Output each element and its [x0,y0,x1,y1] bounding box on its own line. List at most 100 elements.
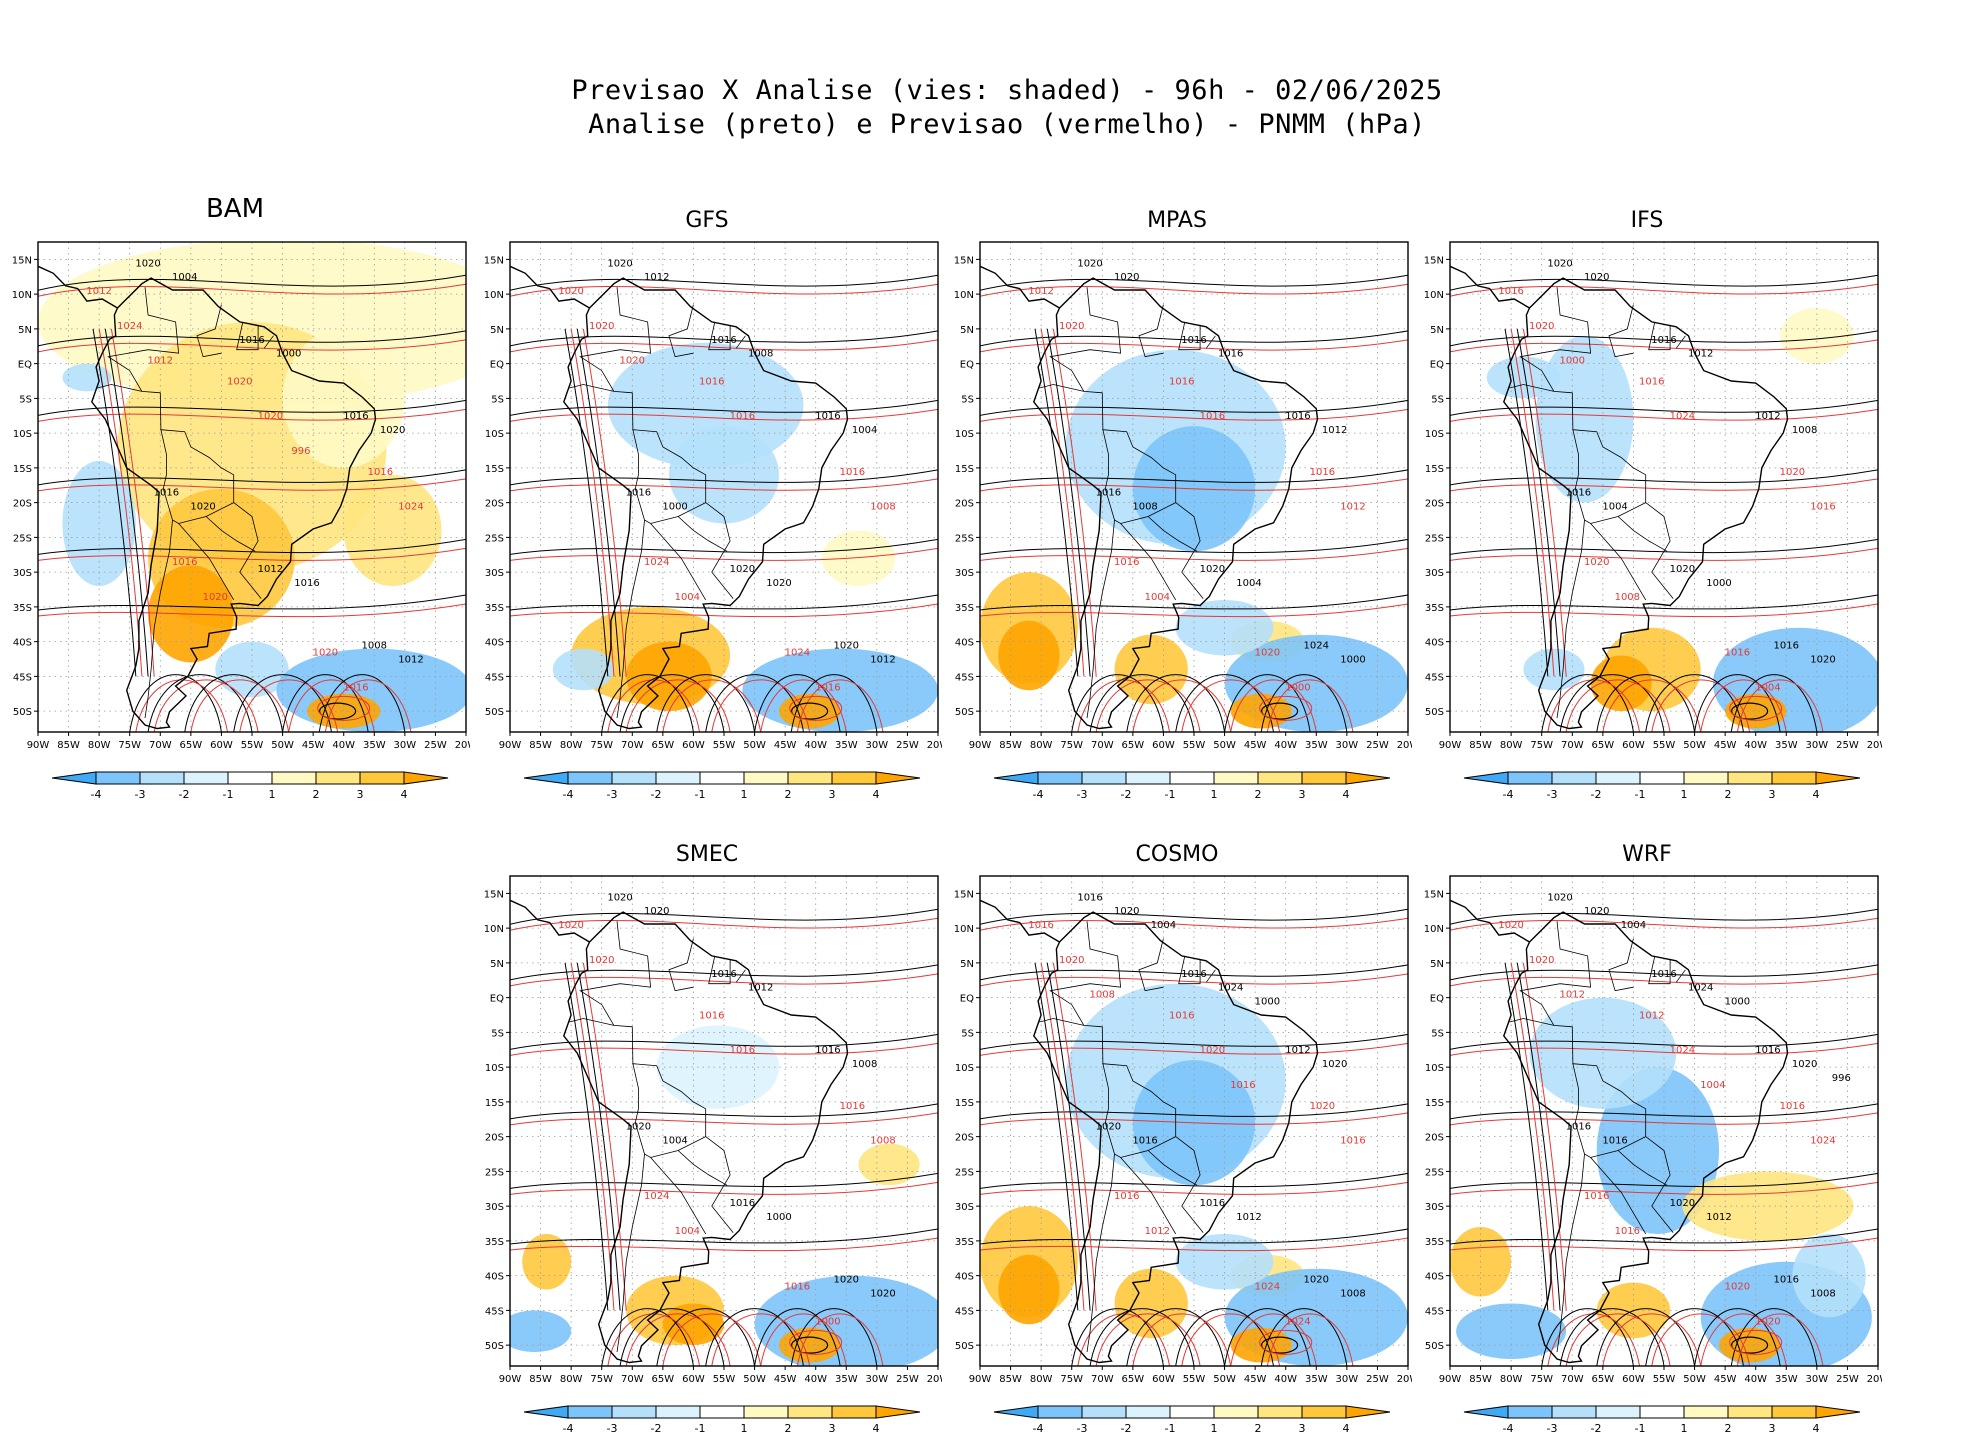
lat-label: 10N [1424,290,1444,301]
lat-label: 10N [12,290,32,301]
lat-label: 30S [485,568,504,579]
lon-label: 70W [149,740,172,751]
lon-label: 75W [1060,1374,1083,1385]
colorbar-arrow-right [403,771,449,785]
isobar-label: 1004 [1145,592,1170,603]
colorbar-arrow-right [1815,1405,1861,1419]
coastline [1033,277,1319,730]
colorbar-segment [1639,1405,1685,1419]
isobar-analysis [1450,274,1878,291]
lon-label: 45W [1714,740,1737,751]
isobar-label: 1020 [203,592,228,603]
colorbar-label: -3 [607,1422,618,1435]
isobar-andes [1052,962,1097,1311]
isobar-label: 1016 [711,969,736,980]
isobar-center [1729,1329,1783,1355]
lon-label: 70W [1091,1374,1114,1385]
colorbar-segment [699,771,745,785]
lat-label: 40S [485,638,504,649]
coastline [91,277,377,730]
colorbar-label: -2 [1121,1422,1132,1435]
lat-label: 50S [13,707,32,718]
isobar-label: 1016 [1639,376,1664,387]
lon-label: 75W [1060,740,1083,751]
isobar-low [135,679,229,732]
coastline [563,277,849,730]
lat-label: 10N [1424,924,1444,935]
colorbar-segment [183,771,229,785]
isobar-label: 1012 [748,983,773,994]
lon-label: 60W [210,740,233,751]
panel-title: GFS [685,208,729,233]
colorbar-label: 2 [1725,1422,1732,1435]
country-border [1049,287,1122,392]
country-border [569,384,614,392]
colorbar-segment [1081,1405,1127,1419]
isobar-label: 1020 [1670,1198,1695,1209]
isobar-low [1565,679,1671,732]
isobar-label: 1020 [1310,1101,1335,1112]
colorbar-label: -4 [1503,1422,1514,1435]
isobar-andes [1522,328,1567,677]
lat-label: 15S [13,464,32,475]
country-border [1178,955,1201,985]
isobar-label: 1016 [730,1198,755,1209]
isobar-low [656,1308,756,1366]
panel-cosmo: COSMO 1016 1016 1012 1020 1016 1020 1020 1024 102… [942,828,1412,1438]
isobar-label: 1020 [607,258,632,269]
lon-label: 45W [1244,740,1267,751]
country-border [1102,1063,1176,1158]
country-border [160,429,234,524]
isobar-low [1230,679,1317,732]
coastline [38,265,118,309]
isobar-label: 1024 [1218,983,1243,994]
lon-label: 70W [1561,1374,1584,1385]
isobar-low [1175,674,1274,732]
colorbar-label: 2 [785,788,792,801]
isobar-label: 1024 [1688,983,1713,994]
isobar-low [1266,679,1354,732]
lon-label: 40W [332,740,355,751]
lon-label: 45W [774,1374,797,1385]
colorbar-label: 3 [1769,1422,1776,1435]
country-border [1138,304,1164,358]
isobar-low [1700,679,1787,732]
lon-label: 25W [1836,1374,1859,1385]
lon-label: 80W [1030,1374,1053,1385]
colorbar-segment [1213,771,1259,785]
lon-label: 90W [27,740,50,751]
isobar-label: 1016 [343,682,368,693]
isobar-label: 1020 [135,258,160,269]
isobar-low [705,1308,804,1366]
isobar-label: 1008 [1340,1288,1365,1299]
lon-label: 20W [455,740,470,751]
lat-label: 10N [484,924,504,935]
country-border [107,287,180,392]
colorbar-label: -2 [1591,1422,1602,1435]
isobar-analysis [1450,1103,1878,1120]
lat-label: 25S [13,533,32,544]
isobar-label: 1024 [1285,1316,1310,1327]
colorbar-segment [567,771,613,785]
isobar-label: 1016 [1774,641,1799,652]
colorbar-segment [611,771,657,785]
colorbar: -4 -3 -2 -1 1 2 3 4 [1463,1405,1861,1435]
lon-label: 60W [1622,740,1645,751]
colorbar-segment [1213,1405,1259,1419]
lat-label: 5S [491,394,504,405]
isobar-label: 1012 [1688,349,1713,360]
country-border [1572,429,1646,524]
lon-label: 70W [1561,740,1584,751]
lon-label: 85W [1469,1374,1492,1385]
colorbar-label: -4 [563,788,574,801]
isobar-label: 1020 [1255,648,1280,659]
isobar-andes [1504,962,1549,1311]
isobar-label: 1016 [368,467,393,478]
lat-label: EQ [960,994,974,1005]
isobar-label: 1020 [1792,1059,1817,1070]
isobar-label: 1020 [1547,258,1572,269]
isobar-center [1729,695,1783,721]
country-border [616,519,645,719]
coastline [980,265,1060,309]
lat-label: 15S [1425,464,1444,475]
